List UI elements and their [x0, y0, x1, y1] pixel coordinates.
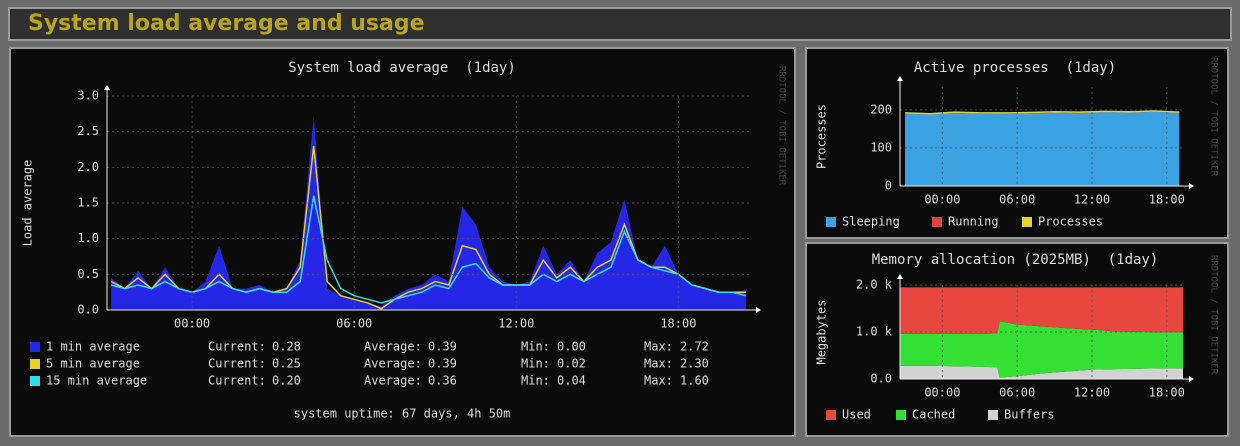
legend-swatch [30, 376, 40, 386]
stat-value: 2.72 [680, 340, 709, 354]
x-tick-label: 00:00 [924, 193, 960, 207]
legend-swatch [826, 410, 836, 420]
stat-label: Average: [364, 340, 422, 354]
y-axis-label: Load average [21, 160, 35, 247]
stat-value: 1.60 [680, 374, 709, 388]
y-tick-label: 2.0 k [856, 278, 893, 292]
header-bar [8, 7, 1232, 41]
area [905, 111, 1180, 186]
line [904, 110, 1180, 115]
side-label: RRDTOOL / TOBI OETIKER [1209, 255, 1219, 375]
x-tick-label: 12:00 [498, 317, 534, 331]
y-tick-label: 1.0 k [856, 325, 893, 339]
y-tick-label: 2.0 [77, 160, 99, 174]
header-title: System load average and usage [28, 11, 425, 36]
x-tick-label: 12:00 [1074, 193, 1110, 207]
stat-label: Current: [208, 340, 266, 354]
stat-value: 0.02 [557, 357, 586, 371]
axis-arrow [104, 85, 110, 90]
stat-value: 0.36 [428, 374, 457, 388]
legend-swatch [896, 410, 906, 420]
x-tick-label: 18:00 [660, 317, 696, 331]
y-tick-label: 1.5 [77, 196, 99, 210]
y-axis-label: Megabytes [815, 299, 829, 364]
legend-swatch [988, 410, 998, 420]
axis-arrow [1189, 376, 1194, 382]
y-tick-label: 0 [885, 179, 892, 193]
x-tick-label: 00:00 [174, 317, 210, 331]
legend-swatch [932, 217, 942, 227]
legend-label: Running [948, 215, 999, 229]
axis-arrow [897, 76, 903, 81]
x-tick-label: 12:00 [1074, 386, 1110, 400]
axis-arrow [756, 307, 761, 313]
y-axis-label: Processes [815, 104, 829, 169]
stat-value: 2.30 [680, 357, 709, 371]
stat-label: Average: [364, 374, 422, 388]
legend-swatch [826, 217, 836, 227]
stat-label: Min: [521, 340, 550, 354]
legend-label: 1 min average [46, 340, 140, 354]
axis-arrow [897, 274, 903, 279]
legend-label: 15 min average [46, 374, 147, 388]
y-tick-label: 200 [870, 102, 892, 116]
stat-label: Max: [644, 340, 673, 354]
chart-title: System load average (1day) [288, 60, 516, 76]
stat-value: 0.04 [557, 374, 586, 388]
x-tick-label: 06:00 [999, 386, 1035, 400]
area [900, 365, 1183, 379]
stat-label: Max: [644, 374, 673, 388]
area [111, 116, 746, 310]
stat-label: Average: [364, 357, 422, 371]
legend-label: Sleeping [842, 215, 900, 229]
y-tick-label: 0.5 [77, 267, 99, 281]
y-tick-label: 1.0 [77, 231, 99, 245]
stat-label: Max: [644, 357, 673, 371]
legend-label: Buffers [1004, 408, 1055, 422]
stat-value: 0.28 [272, 340, 301, 354]
stat-value: 0.39 [428, 357, 457, 371]
y-tick-label: 3.0 [77, 89, 99, 103]
area [900, 287, 1183, 334]
chart-title: Active processes (1day) [914, 60, 1116, 76]
y-tick-label: 100 [870, 140, 892, 154]
axis-arrow [1189, 183, 1194, 189]
legend-swatch [30, 359, 40, 369]
legend-label: Processes [1038, 215, 1103, 229]
legend-swatch [1022, 217, 1032, 227]
stat-value: 0.00 [557, 340, 586, 354]
footer: system uptime: 67 days, 4h 50m [294, 407, 511, 421]
stat-value: 0.20 [272, 374, 301, 388]
stat-label: Min: [521, 357, 550, 371]
area [900, 321, 1183, 378]
stat-label: Current: [208, 357, 266, 371]
side-label: RRDTOOL / TOBI OETIKER [777, 66, 787, 186]
legend-label: 5 min average [46, 357, 140, 371]
stat-label: Min: [521, 374, 550, 388]
legend-label: Cached [912, 408, 955, 422]
legend-label: Used [842, 408, 871, 422]
x-tick-label: 00:00 [924, 386, 960, 400]
chart-title: Memory allocation (2025MB) (1day) [872, 252, 1159, 268]
line [110, 195, 747, 304]
x-tick-label: 06:00 [999, 193, 1035, 207]
x-tick-label: 18:00 [1149, 193, 1185, 207]
y-tick-label: 0.0 [870, 372, 892, 386]
side-label: RRDTOOL / TOBI OETIKER [1209, 57, 1219, 177]
x-tick-label: 06:00 [336, 317, 372, 331]
panel [9, 47, 796, 437]
y-tick-label: 0.0 [77, 303, 99, 317]
x-tick-label: 18:00 [1149, 386, 1185, 400]
stat-value: 0.25 [272, 357, 301, 371]
stat-value: 0.39 [428, 340, 457, 354]
legend-swatch [30, 342, 40, 352]
stat-label: Current: [208, 374, 266, 388]
y-tick-label: 2.5 [77, 124, 99, 138]
